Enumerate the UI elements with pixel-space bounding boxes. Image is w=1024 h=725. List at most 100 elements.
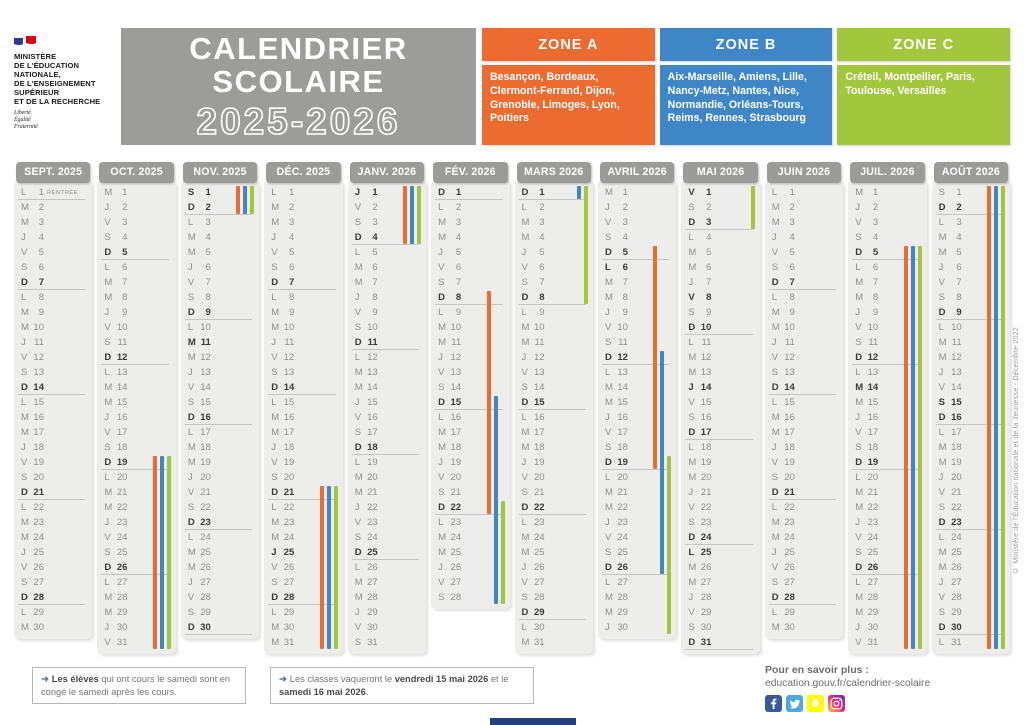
day-cell: V 30 (354, 622, 378, 633)
day-cell: J 25 (271, 547, 295, 558)
day-cell: D 26 (848, 560, 926, 575)
day-cell: L 11 (688, 337, 712, 348)
day-cell: D 29 (515, 605, 593, 620)
day-cell: J 16 (104, 412, 128, 423)
day-cell: J 23 (604, 517, 628, 528)
day-cell: J 23 (104, 517, 128, 528)
day-cell: J 19 (521, 457, 545, 468)
note-saturday: ➜ Les élèves qui ont cours le samedi sont… (32, 667, 246, 705)
day-cell: S 21 (438, 487, 462, 498)
month-header: JANV. 2026 (349, 162, 425, 183)
day-cell: V 19 (21, 457, 44, 468)
month-header: SEPT. 2025 (16, 162, 91, 183)
day-cell: M 28 (104, 592, 128, 603)
day-cell: D 12 (97, 350, 175, 365)
snapchat-icon[interactable] (807, 695, 824, 712)
day-cell: L 19 (354, 457, 378, 468)
day-cell: S 13 (21, 367, 44, 378)
day-cell: V 10 (604, 322, 628, 333)
month-days: J 1 V 2 S 3 D 4 L 5 M 6 M 7 J 8 V 9 S 10 D 11 L 12 M 13 M 14 J 15 V 16 S… (347, 180, 427, 654)
month-days: M 1 J 2 V 3 S 4 D 5 L 6 M 7 M 8 J 9 V 10 S 11 D 12 L 13 M 14 M 15 J 16 V… (848, 180, 927, 654)
day-cell: M 24 (521, 532, 545, 543)
day-cell: M 20 (354, 472, 378, 483)
twitter-icon[interactable] (786, 695, 803, 712)
ministry-logo: MINISTÈRE DE L'ÉDUCATION NATIONALE, DE L'EN… (14, 36, 124, 131)
day-cell: V 24 (104, 532, 128, 543)
day-cell: D 15 (515, 395, 593, 410)
day-cell: L 16 (438, 412, 462, 423)
day-cell: D 26 (598, 560, 676, 575)
day-cell: V 14 (938, 382, 962, 393)
day-cell: D 22 (515, 500, 593, 515)
day-cell: D 11 (348, 335, 426, 350)
day-cell: D 16 (181, 410, 259, 425)
day-cell: L 20 (604, 472, 628, 483)
day-cell: S 28 (438, 592, 462, 603)
day-cell: M 15 (604, 397, 628, 408)
zone-cities: Besançon, Bordeaux, Clermont-Ferrand, Di… (482, 65, 655, 145)
day-cell: M 24 (438, 532, 462, 543)
day-cell: M 31 (521, 637, 545, 648)
day-cell: V 17 (104, 427, 128, 438)
day-cell: M 19 (688, 457, 712, 468)
day-cell: J 19 (438, 457, 462, 468)
day-cell: V 20 (438, 472, 462, 483)
day-cell: D 10 (681, 320, 759, 335)
day-cell: S 13 (771, 367, 795, 378)
day-cell: D 21 (765, 485, 843, 500)
day-cell: S 25 (104, 547, 128, 558)
social-icons-row (765, 695, 1015, 712)
day-cell: V 13 (438, 367, 462, 378)
day-cell: V 16 (354, 412, 378, 423)
vacation-bar-zone-b (159, 456, 164, 649)
month-column: MAI 2026 V 1 S 2 D 3 L 4 M 5 M 6 J 7 V 8 S 9 D 10 L 11 M 12 M 13 J 1… (681, 162, 760, 654)
day-cell: M 24 (21, 532, 44, 543)
vacation-bar-zone-b (326, 486, 331, 649)
day-cell: J 30 (104, 622, 128, 633)
instagram-icon[interactable] (828, 695, 845, 712)
day-cell: L 27 (604, 577, 628, 588)
vacation-bar-zone-c (500, 501, 505, 604)
day-cell: M 30 (21, 622, 44, 633)
day-cell: M 21 (354, 487, 378, 498)
vacation-bar-zone-b (994, 186, 999, 649)
more-info-label: Pour en savoir plus : (765, 664, 869, 676)
month-column: JUIL. 2026 M 1 J 2 V 3 S 4 D 5 L 6 M 7 M 8 J 9 V 10 S 11 D 12 L 13… (848, 162, 927, 654)
ministry-motto: Liberté Égalité Fraternité (14, 109, 38, 131)
day-cell: M 27 (354, 577, 378, 588)
day-cell: S 17 (354, 427, 378, 438)
day-cell: D 19 (97, 455, 175, 470)
day-cell: J 28 (688, 592, 712, 603)
calendar-url-link[interactable]: education.gouv.fr/calendrier-scolaire (765, 678, 931, 689)
day-cell: S 20 (771, 472, 795, 483)
day-cell: D 12 (848, 350, 926, 365)
month-header: MARS 2026 (516, 162, 591, 183)
day-cell: M 13 (354, 367, 378, 378)
day-cell: M 25 (521, 547, 545, 558)
facebook-icon[interactable] (765, 695, 782, 712)
day-cell: J 12 (521, 352, 545, 363)
